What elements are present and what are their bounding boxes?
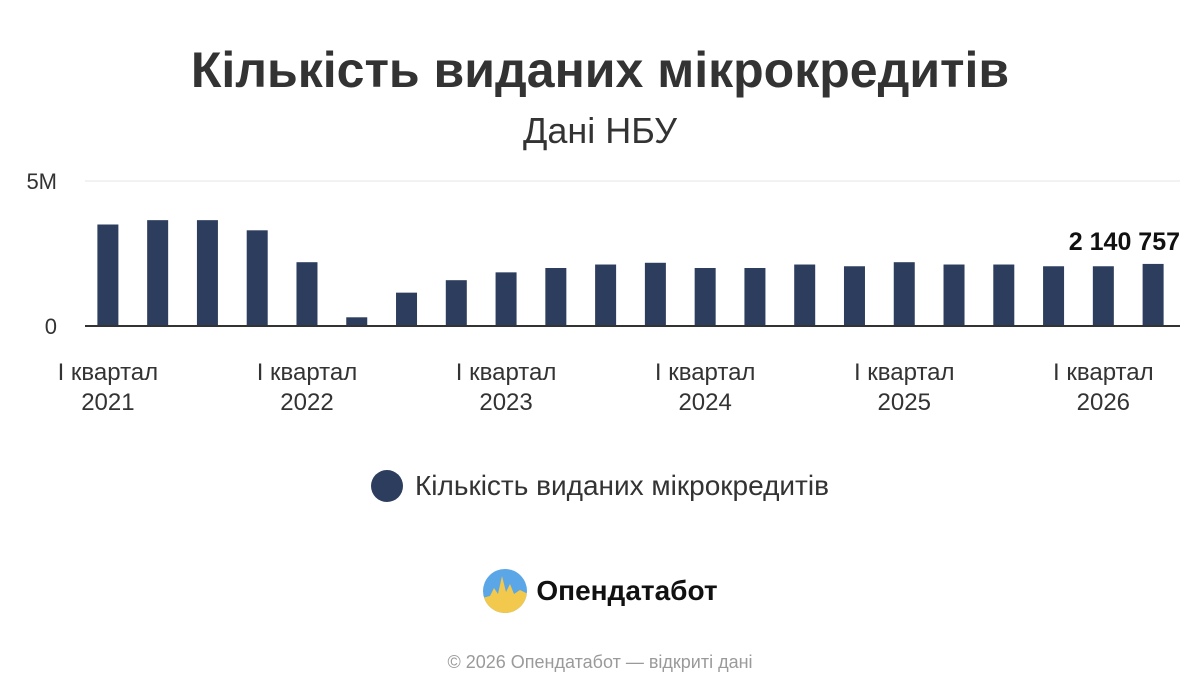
bar: [196, 220, 218, 326]
x-tick-label: 2024: [678, 389, 731, 416]
bar: [644, 262, 666, 326]
legend-label: Кількість виданих мікрокредитів: [415, 470, 829, 501]
bar: [943, 264, 965, 326]
bar: [993, 264, 1015, 326]
bar: [495, 272, 517, 326]
bar: [1043, 266, 1065, 326]
bar: [246, 230, 268, 326]
bar: [545, 268, 567, 326]
x-tick-label: 2021: [81, 389, 134, 416]
bar-chart: 0 5M I квартал 2021 I квартал 2022 I квартал 20…: [26, 169, 1180, 416]
bar: [794, 264, 816, 326]
x-tick-label: I квартал: [257, 359, 358, 386]
x-tick-label: I квартал: [1053, 359, 1154, 386]
bar: [147, 220, 169, 326]
legend-marker-icon: [371, 470, 403, 502]
brand-name: Опендатабот: [536, 575, 718, 606]
x-tick-label: 2026: [1077, 389, 1130, 416]
brand: Опендатабот: [0, 568, 1200, 614]
opendatabot-logo-icon: [483, 569, 528, 613]
x-tick-label: I квартал: [655, 359, 756, 386]
chart-subtitle: Дані НБУ: [523, 110, 677, 151]
bar: [346, 317, 368, 326]
x-tick-label: 2022: [280, 389, 333, 416]
chart-legend[interactable]: Кількість виданих мікрокредитів: [0, 470, 1200, 502]
bar: [843, 266, 865, 326]
y-tick-label: 5M: [26, 169, 57, 194]
bar: [694, 268, 716, 326]
bar: [595, 264, 617, 326]
bar: [744, 268, 766, 326]
chart-title: Кількість виданих мікрокредитів: [190, 42, 1010, 98]
x-tick-label: 2023: [479, 389, 532, 416]
x-tick-label: I квартал: [456, 359, 557, 386]
bar: [1092, 266, 1114, 326]
y-tick-label: 0: [45, 314, 57, 339]
data-label: 2 140 757: [1069, 228, 1180, 256]
bar: [97, 224, 119, 326]
x-tick-label: I квартал: [58, 359, 159, 386]
x-tick-label: 2025: [878, 389, 931, 416]
footer-copyright: © 2026 Опендатабот — відкриті дані: [447, 652, 753, 672]
bar: [396, 292, 418, 326]
bar: [893, 262, 915, 326]
bar: [445, 280, 467, 326]
x-tick-label: I квартал: [854, 359, 955, 386]
bar: [1142, 263, 1164, 326]
bar: [296, 262, 318, 326]
